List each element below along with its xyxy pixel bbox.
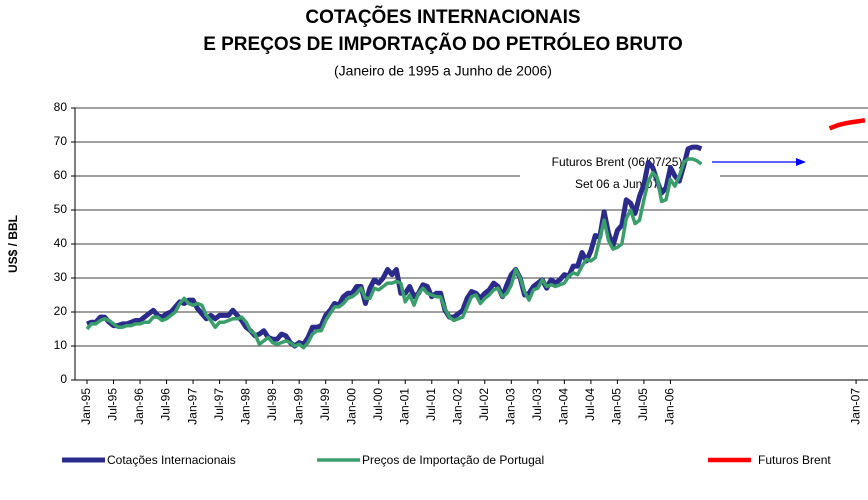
x-tick-label: Jul-95 [106, 388, 120, 421]
x-tick-label: Jan-95 [79, 388, 93, 425]
y-tick-label: 0 [60, 372, 67, 386]
x-tick-label: Jan-96 [132, 388, 146, 425]
y-tick-label: 70 [54, 134, 68, 148]
arrow-head [796, 158, 806, 166]
annotation: Set 06 a Jun 07 [575, 177, 659, 191]
legend-label: Futuros Brent [758, 453, 831, 467]
x-tick-label: Jul-02 [477, 388, 491, 421]
y-tick-label: 40 [54, 236, 68, 250]
x-tick-label: Jan-00 [344, 388, 358, 425]
x-tick-label: Jul-04 [583, 388, 597, 421]
series-line [828, 118, 866, 131]
x-tick-label: Jan-06 [663, 388, 677, 425]
x-tick-label: Jul-98 [265, 388, 279, 421]
series-line [85, 157, 703, 350]
x-tick-label: Jul-00 [371, 388, 385, 421]
x-tick-label: Jan-97 [185, 388, 199, 425]
x-tick-label: Jan-04 [557, 388, 571, 425]
legend-label: Preços de Importação de Portugal [362, 453, 544, 467]
chart-title: E PREÇOS DE IMPORTAÇÃO DO PETRÓLEO BRUTO [203, 33, 683, 55]
x-tick-label: Jul-96 [159, 388, 173, 421]
legend-label: Cotações Internacionais [107, 453, 236, 467]
x-tick-label: Jan-02 [450, 388, 464, 425]
chart-title: COTAÇÕES INTERNACIONAIS [305, 6, 580, 28]
x-tick-label: Jan-01 [397, 388, 411, 425]
y-tick-label: 30 [54, 270, 68, 284]
x-tick-label: Jul-05 [636, 388, 650, 421]
y-tick-label: 20 [54, 304, 68, 318]
y-axis-label: US$ / BBL [6, 215, 20, 273]
x-tick-label: Jan-03 [503, 388, 517, 425]
x-tick-label: Jan-98 [238, 388, 252, 425]
x-tick-label: Jan-07 [848, 388, 862, 425]
y-tick-label: 80 [54, 100, 68, 114]
x-tick-label: Jul-03 [530, 388, 544, 421]
x-tick-label: Jan-05 [610, 388, 624, 425]
x-tick-label: Jul-99 [318, 388, 332, 421]
y-tick-label: 50 [54, 202, 68, 216]
chart-subtitle: (Janeiro de 1995 a Junho de 2006) [334, 63, 552, 79]
annotation: Futuros Brent (06/07/25) [552, 155, 683, 169]
y-tick-label: 60 [54, 168, 68, 182]
x-tick-label: Jan-99 [291, 388, 305, 425]
x-tick-label: Jul-97 [212, 388, 226, 421]
y-tick-label: 10 [54, 338, 68, 352]
x-tick-label: Jul-01 [424, 388, 438, 421]
